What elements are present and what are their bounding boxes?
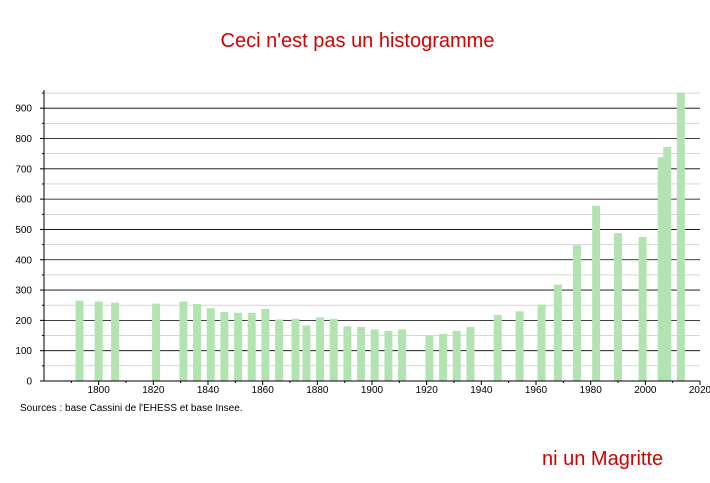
y-tick-label: 700 xyxy=(15,164,32,175)
bar-1921 xyxy=(425,335,434,381)
x-tick-label: 1920 xyxy=(416,385,439,396)
y-tick-label: 900 xyxy=(15,104,32,115)
x-tick-label: 1980 xyxy=(580,385,603,396)
bar-2006 xyxy=(657,157,666,381)
bar-2013 xyxy=(676,93,685,381)
bar-1886 xyxy=(329,318,338,381)
footer-caption: ni un Magritte xyxy=(542,448,664,470)
bar-1936 xyxy=(466,327,475,381)
bars xyxy=(75,93,685,381)
bar-1896 xyxy=(357,327,366,381)
bar-1968 xyxy=(553,284,562,381)
x-tick-label: 2020 xyxy=(689,385,710,396)
bar-1962 xyxy=(537,304,546,381)
bar-1841 xyxy=(206,308,215,381)
bar-1911 xyxy=(398,329,407,381)
x-tick-label: 1840 xyxy=(197,385,220,396)
y-tick-label: 400 xyxy=(15,255,32,266)
x-tick-label: 2000 xyxy=(634,385,657,396)
y-tick-label: 100 xyxy=(15,346,32,357)
bar-1836 xyxy=(193,304,202,381)
x-tick-label: 1860 xyxy=(252,385,275,396)
bar-1990 xyxy=(614,233,622,381)
y-tick-label: 0 xyxy=(26,377,32,388)
bar-1954 xyxy=(515,311,524,381)
y-tick-label: 800 xyxy=(15,134,32,145)
bar-1793 xyxy=(75,300,84,381)
x-tick-label: 1960 xyxy=(525,385,548,396)
bar-1846 xyxy=(220,311,229,381)
bar-1891 xyxy=(343,326,352,381)
bar-1906 xyxy=(384,330,393,381)
bar-1831 xyxy=(179,301,188,381)
bar-1851 xyxy=(234,312,243,381)
y-tick-label: 600 xyxy=(15,195,32,206)
axes: 0 100 200 300 400 500 600 700 800 900 1800 1820 1840… xyxy=(15,90,710,396)
bar-1866 xyxy=(275,319,284,381)
bar-1926 xyxy=(439,334,448,381)
bar-1982 xyxy=(592,205,601,381)
x-tick-label: 1820 xyxy=(142,385,165,396)
x-tick-label: 1800 xyxy=(88,385,111,396)
bar-1881 xyxy=(316,317,325,381)
y-tick-label: 500 xyxy=(15,225,32,236)
bar-1876 xyxy=(302,325,311,381)
x-tick-label: 1880 xyxy=(306,385,329,396)
bar-1872 xyxy=(291,318,300,381)
source-note: Sources : base Cassini de l'EHESS et bas… xyxy=(20,403,243,414)
bar-1861 xyxy=(261,308,270,381)
bar-1800 xyxy=(94,301,103,381)
y-tick-label: 300 xyxy=(15,286,32,297)
x-tick-label: 1940 xyxy=(470,385,493,396)
bar-1821 xyxy=(152,303,161,381)
x-tick-label: 1900 xyxy=(361,385,384,396)
y-tick-label: 200 xyxy=(15,316,32,327)
chart-title: Ceci n'est pas un histogramme xyxy=(220,30,495,52)
bar-1946 xyxy=(493,314,502,381)
bar-1975 xyxy=(573,245,581,381)
bar-1806 xyxy=(111,302,120,381)
bar-2008 xyxy=(663,146,672,381)
bar-1999 xyxy=(638,237,647,381)
bar-1901 xyxy=(370,329,379,381)
bar-1856 xyxy=(247,312,256,381)
gridlines xyxy=(44,92,700,367)
bar-1931 xyxy=(452,330,461,381)
